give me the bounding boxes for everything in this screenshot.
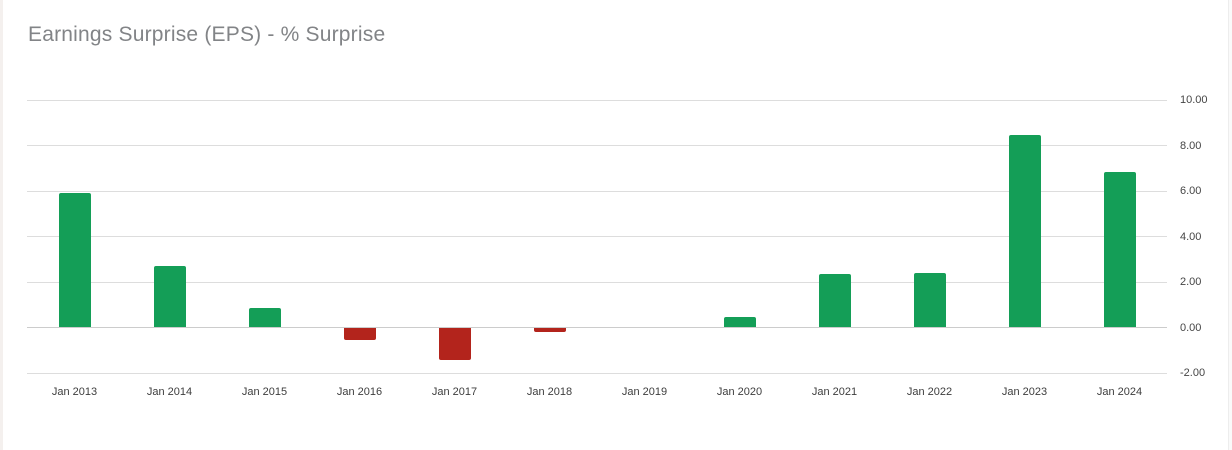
bar-jan-2022[interactable] <box>913 272 946 328</box>
bar-jan-2015[interactable] <box>248 308 281 328</box>
gridline <box>27 99 1167 101</box>
x-axis-tick-label: Jan 2013 <box>51 386 98 398</box>
x-axis-tick-label: Jan 2018 <box>526 386 573 398</box>
x-axis-tick-label: Jan 2019 <box>621 386 668 398</box>
x-axis-tick-label: Jan 2017 <box>431 386 478 398</box>
y-axis-tick-label: 10.00 <box>1180 94 1208 106</box>
zero-gridline <box>27 327 1167 328</box>
bar-jan-2021[interactable] <box>818 274 851 328</box>
x-axis-tick-label: Jan 2022 <box>906 386 953 398</box>
bar-jan-2014[interactable] <box>153 266 186 328</box>
x-axis-tick-label: Jan 2023 <box>1001 386 1048 398</box>
y-axis-tick-label: 8.00 <box>1180 139 1202 152</box>
bar-jan-2016[interactable] <box>343 327 376 340</box>
x-axis-tick-label: Jan 2016 <box>336 386 383 398</box>
bar-jan-2018[interactable] <box>533 327 566 333</box>
gridline <box>27 190 1167 192</box>
page-right-edge <box>1228 0 1232 450</box>
bar-jan-2020[interactable] <box>723 317 756 328</box>
bar-jan-2013[interactable] <box>58 193 91 328</box>
x-axis-tick-label: Jan 2020 <box>716 386 763 398</box>
chart-title: Earnings Surprise (EPS) - % Surprise <box>28 23 386 46</box>
gridline <box>27 372 1167 374</box>
y-axis-tick-label: 0.00 <box>1180 321 1202 334</box>
y-axis-tick-label: 2.00 <box>1180 276 1202 288</box>
y-axis-tick-label: 4.00 <box>1180 230 1202 243</box>
x-axis-tick-label: Jan 2024 <box>1096 386 1143 398</box>
gridline <box>27 145 1167 146</box>
y-axis-tick-label: -2.00 <box>1180 367 1206 379</box>
bar-jan-2017[interactable] <box>438 327 471 361</box>
bar-jan-2023[interactable] <box>1008 135 1041 328</box>
x-axis-tick-label: Jan 2014 <box>146 386 193 398</box>
gridline <box>27 281 1167 283</box>
bar-jan-2024[interactable] <box>1103 171 1136 328</box>
chart-plot-area: 10.00 8.00 6.00 4.00 2.00 0.00 -2.00 Jan 2013 Ja… <box>3 0 1227 450</box>
earnings-surprise-chart-card: Earnings Surprise (EPS) - % Surprise 10.… <box>3 0 1227 450</box>
x-axis-tick-label: Jan 2021 <box>811 386 858 398</box>
page-left-edge <box>0 0 3 450</box>
gridline <box>27 236 1167 237</box>
y-axis-tick-label: 6.00 <box>1180 185 1202 197</box>
x-axis-tick-label: Jan 2015 <box>241 386 288 398</box>
